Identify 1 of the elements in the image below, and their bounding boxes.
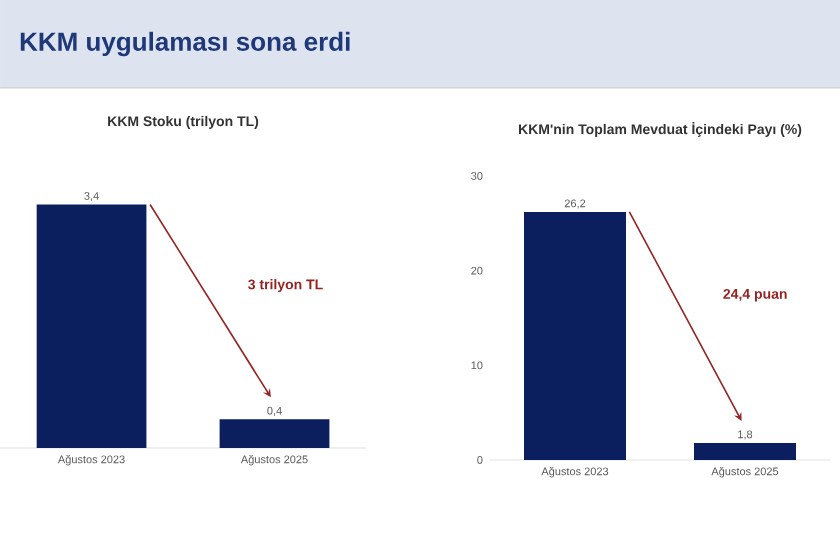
text: KKM uygulaması sona erdi xyxy=(20,31,350,57)
